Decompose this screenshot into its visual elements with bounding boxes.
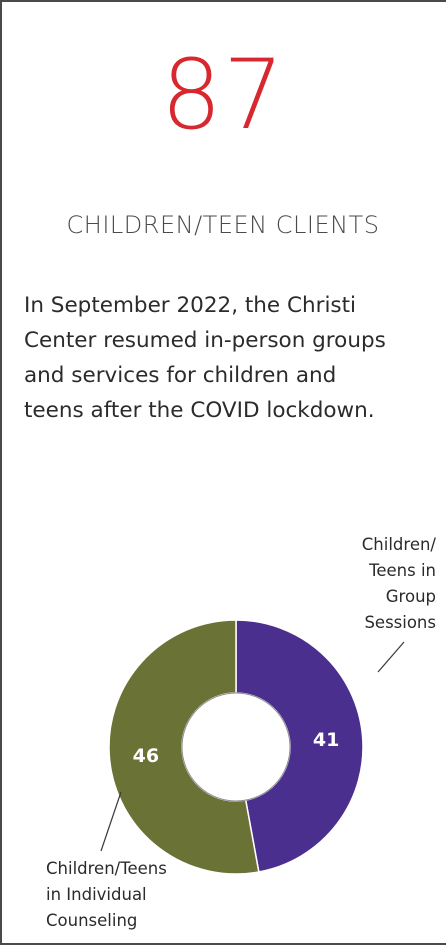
slice-label-line: Sessions: [364, 613, 436, 632]
description-line: and services for children and: [24, 363, 337, 388]
description-line: Center resumed in-person groups: [24, 328, 386, 353]
description-line: In September 2022, the Christi: [24, 293, 357, 318]
description-line: teens after the COVID lockdown.: [24, 398, 375, 423]
stat-description: In September 2022, the Christi Center re…: [24, 288, 444, 428]
slice-value-label: 46: [133, 745, 159, 767]
slice-label-line: Teens in: [368, 561, 436, 580]
slice-label-line: in Individual: [46, 885, 147, 904]
slice-label-line: Group: [386, 587, 436, 606]
leader-line-group: [377, 641, 405, 673]
stat-value: 87: [160, 39, 286, 151]
slice-label-line: Counseling: [46, 911, 137, 930]
slice-value-label: 41: [313, 729, 339, 751]
stat-label: CHILDREN/TEEN CLIENTS: [66, 211, 380, 239]
slice-label-line: Children/Teens: [46, 859, 167, 878]
leader-line-individual: [100, 791, 122, 852]
donut-hole: [181, 692, 291, 802]
slice-label-line: Children/: [362, 535, 437, 554]
